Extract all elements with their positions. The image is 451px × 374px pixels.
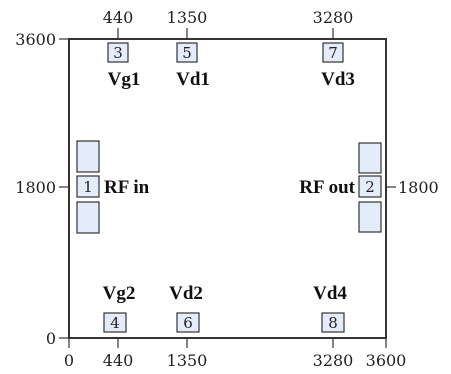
pad-3-box [107,42,129,63]
bottom-tick-label: 3600 [366,351,407,370]
pad-7-box [322,42,344,63]
pad-2-label: RF out [299,177,355,198]
left-tick-label: 3600 [15,30,56,49]
left-tick-label: 0 [46,329,56,348]
rf-out-ground-pad-bottom [358,201,382,233]
pad-6-number: 6 [183,314,193,332]
pad-5-number: 5 [182,44,192,62]
bottom-tick-label: 3280 [313,351,354,370]
right-tick-label: 1800 [398,178,439,197]
pad-6-label: Vd2 [169,283,203,304]
pad-3-number: 3 [113,44,123,62]
pad-1-number: 1 [83,178,93,196]
pad-5-label: Vd1 [176,69,210,90]
bottom-tick-label: 1350 [167,351,208,370]
rf-in-ground-pad-bottom [76,201,100,234]
left-tick-label: 1800 [15,178,56,197]
pad-4-label: Vg2 [103,283,136,304]
pad-1-box [76,175,100,198]
pad-2-number: 2 [365,178,375,196]
chip-outline [68,38,387,339]
pad-5-box [176,42,198,63]
top-tick-label: 440 [103,8,134,27]
pad-8-label: Vd4 [313,283,347,304]
pad-4-number: 4 [110,314,120,332]
pad-3-label: Vg1 [108,69,141,90]
pad-2-box [358,175,382,198]
pad-6-box [176,312,200,333]
top-tick-label: 1350 [167,8,208,27]
bottom-tick-label: 440 [103,351,134,370]
pad-1-label: RF in [104,177,150,198]
rf-out-ground-pad-top [358,142,382,174]
rf-in-ground-pad-top [76,140,100,173]
pad-4-box [103,312,127,333]
pad-8-number: 8 [328,314,338,332]
bottom-tick-label: 0 [64,351,74,370]
top-tick-label: 3280 [313,8,354,27]
pad-8-box [321,312,345,333]
pad-7-label: Vd3 [321,69,355,90]
pad-7-number: 7 [328,44,338,62]
